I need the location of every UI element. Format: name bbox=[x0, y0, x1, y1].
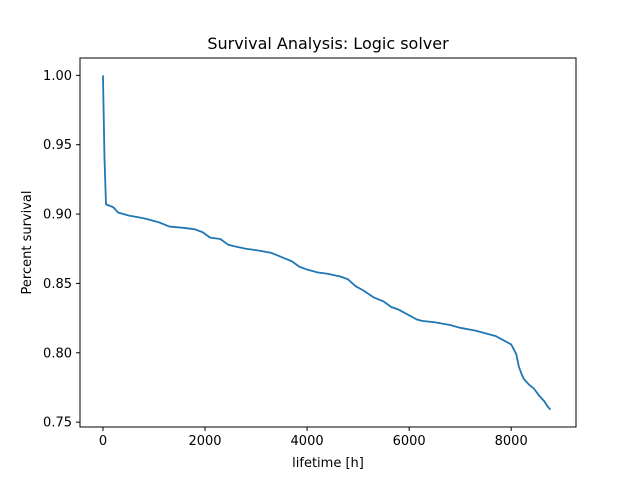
x-tick-label: 4000 bbox=[291, 434, 324, 449]
x-axis-label: lifetime [h] bbox=[292, 456, 364, 471]
axes-frame bbox=[79, 57, 577, 428]
x-tick-label: 2000 bbox=[188, 434, 221, 449]
chart-title: Survival Analysis: Logic solver bbox=[207, 34, 449, 53]
y-tick-label: 0.75 bbox=[43, 416, 72, 431]
y-tick-label: 0.90 bbox=[43, 208, 72, 223]
y-tick-label: 0.95 bbox=[43, 138, 72, 153]
x-axis-ticks: 0 2000 4000 6000 8000 bbox=[99, 427, 528, 449]
y-tick-label: 1.00 bbox=[43, 69, 72, 84]
y-tick-label: 0.85 bbox=[43, 277, 72, 292]
survival-curve-line bbox=[102, 75, 552, 411]
y-axis-ticks: 0.75 0.80 0.85 0.90 0.95 1.00 bbox=[43, 69, 80, 431]
series-layer bbox=[102, 75, 552, 411]
x-tick-label: 8000 bbox=[495, 434, 528, 449]
y-axis-label: Percent survival bbox=[20, 191, 35, 295]
x-tick-label: 6000 bbox=[393, 434, 426, 449]
y-tick-label: 0.80 bbox=[43, 346, 72, 361]
plot-area bbox=[80, 58, 576, 427]
x-tick-label: 0 bbox=[99, 434, 107, 449]
